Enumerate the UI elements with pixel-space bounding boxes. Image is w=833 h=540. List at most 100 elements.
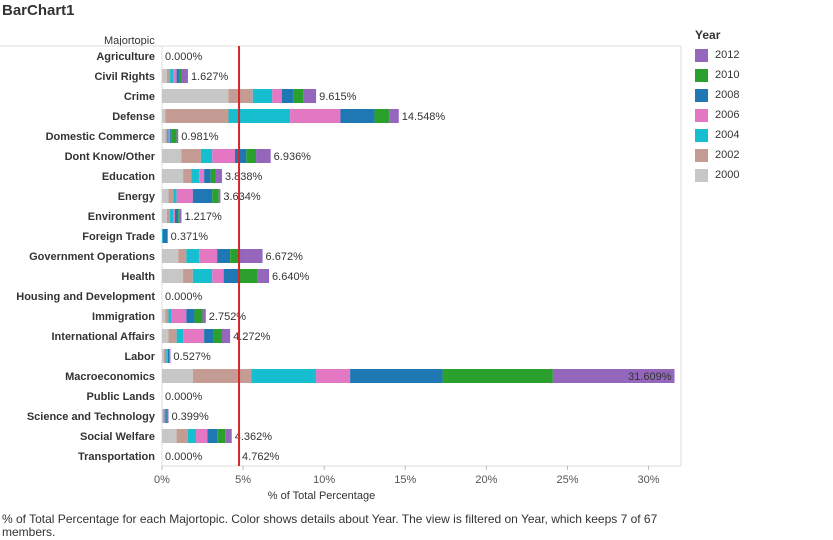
bar-segment (166, 69, 171, 83)
bar-segment (186, 249, 200, 263)
bar-segment (218, 189, 221, 203)
bar-segment (230, 249, 240, 263)
bar-segment (228, 109, 291, 123)
bar-segment (162, 229, 163, 243)
legend-title: Year (695, 28, 721, 42)
bar-segment (178, 249, 187, 263)
bar-segment (162, 69, 167, 83)
bar-value-label: 4.272% (233, 331, 271, 343)
category-label: International Affairs (52, 331, 156, 343)
category-label: Labor (124, 351, 155, 363)
bar-segment (162, 169, 184, 183)
bar-segment (164, 409, 166, 423)
legend-label: 2000 (715, 169, 740, 181)
bar-segment (173, 189, 177, 203)
x-tick-label: 20% (475, 474, 497, 486)
bar-chart: 0% 5% 10% 15% 20% 25% 30% % of Total Percentage… (0, 45, 682, 502)
bar-value-label: 2.752% (209, 311, 247, 323)
bar-segment (173, 69, 177, 83)
bar-segment (162, 329, 169, 343)
bar-segment (170, 129, 172, 143)
bar-segment (162, 209, 167, 223)
bar-value-label: 4.362% (235, 431, 273, 443)
bar-value-label: 9.615% (319, 91, 357, 103)
bar-value-label: 3.838% (225, 171, 263, 183)
category-label: Energy (118, 191, 156, 203)
legend-label: 2002 (715, 149, 740, 161)
legend-label: 2012 (715, 49, 740, 61)
bar-segment (179, 209, 182, 223)
category-label: Transportation (78, 451, 155, 463)
bar-segment (162, 249, 179, 263)
legend-swatch (695, 128, 708, 142)
x-tick-label: 25% (556, 474, 578, 486)
bar-segment (204, 169, 211, 183)
bar-value-label: 0.000% (165, 51, 203, 63)
x-tick-label: 10% (313, 474, 335, 486)
x-tick-label: 30% (638, 474, 660, 486)
category-label: Public Lands (87, 391, 155, 403)
bar-value-label: 0.399% (171, 411, 209, 423)
legend-item: 2000 (695, 165, 739, 185)
bar-segment (213, 329, 223, 343)
legend-label: 2008 (715, 89, 740, 101)
bar-segment (162, 269, 184, 283)
category-label: Social Welfare (80, 431, 155, 443)
bar-segment (192, 189, 213, 203)
category-label: Domestic Commerce (46, 131, 155, 143)
category-label: Immigration (92, 311, 155, 323)
reference-line-label: 4.762% (242, 451, 280, 463)
category-label: Education (102, 171, 155, 183)
bar-segment (251, 369, 317, 383)
bar-segment (162, 89, 229, 103)
bar-segment (171, 129, 177, 143)
bar-segment (166, 409, 168, 423)
bar-segment (212, 149, 235, 163)
bar-segment (217, 249, 231, 263)
legend-item: 2004 (695, 125, 739, 145)
bar-segment (200, 149, 213, 163)
bar-segment (162, 189, 169, 203)
legend-swatch (695, 148, 708, 162)
bar-segment (178, 209, 180, 223)
bar-segment (169, 349, 171, 363)
bar-value-label: 6.672% (266, 251, 304, 263)
category-label: Environment (88, 211, 156, 223)
legend-label: 2010 (715, 69, 740, 81)
bar-value-label: 0.981% (181, 131, 219, 143)
bar-segment (374, 109, 390, 123)
bar-segment (256, 149, 271, 163)
legend-label: 2006 (715, 109, 740, 121)
bar-segment (162, 129, 166, 143)
bar-segment (176, 329, 184, 343)
bar-segment (162, 149, 182, 163)
bar-segment (293, 89, 304, 103)
legend-item: 2002 (695, 145, 739, 165)
x-tick-label: 15% (394, 474, 416, 486)
category-label: Foreign Trade (82, 231, 155, 243)
bar-segment (168, 189, 174, 203)
bar-segment (389, 109, 399, 123)
category-label: Civil Rights (94, 71, 155, 83)
bar-value-label: 0.000% (165, 291, 203, 303)
bar-segment (212, 189, 219, 203)
bar-segment (234, 149, 247, 163)
category-label: Dont Know/Other (65, 151, 156, 163)
bar-value-label: 14.548% (402, 111, 446, 123)
bar-segment (183, 329, 205, 343)
bar-segment (162, 429, 177, 443)
legend-item: 2006 (695, 105, 739, 125)
bar-segment (552, 369, 675, 383)
bar-segment (165, 409, 167, 423)
bar-segment (199, 169, 205, 183)
bar-segment (303, 89, 317, 103)
bar-segment (217, 429, 226, 443)
x-tick-label: 0% (154, 474, 170, 486)
legend-swatch (695, 168, 708, 182)
bar-value-label: 0.000% (165, 391, 203, 403)
bar-segment (210, 169, 216, 183)
bar-segment (176, 429, 188, 443)
bar-segment (191, 169, 200, 183)
bar-value-label: 1.217% (184, 211, 222, 223)
legend-item: 2010 (695, 65, 739, 85)
